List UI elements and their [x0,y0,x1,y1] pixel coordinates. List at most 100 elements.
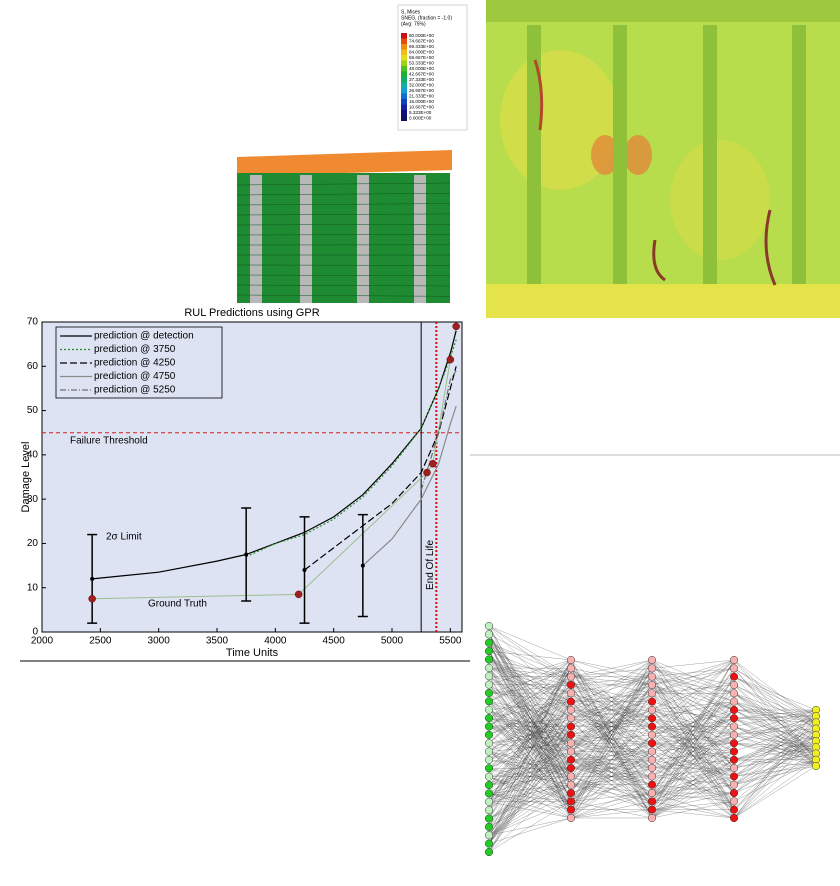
connection [734,668,816,716]
neuron [567,698,575,706]
neuron [730,681,738,689]
legend-label: 0.000E+00 [409,116,432,121]
neuron [485,815,493,823]
legend-label: 21.333E+00 [409,94,434,99]
neuron [567,723,575,731]
neuron [485,739,493,747]
neuron [485,656,493,664]
stiffener [613,25,627,285]
neuron [567,665,575,673]
neuron [648,665,656,673]
legend-swatch [401,55,407,61]
connection [571,710,652,818]
neuron [648,773,656,781]
error-center [90,577,94,581]
neuron [730,714,738,722]
legend-label: 48.000E+00 [409,66,434,71]
x-tick-label: 3000 [148,636,171,647]
legend-swatch [401,77,407,83]
neuron [730,723,738,731]
neuron [648,798,656,806]
connection [652,660,734,668]
legend-label: 64.000E+00 [409,50,434,55]
neuron [567,789,575,797]
neuron [730,756,738,764]
connection [734,760,816,818]
y-tick-label: 30 [27,494,39,505]
fea-photo [486,0,840,318]
neuron [567,681,575,689]
legend-title: (Avg: 75%) [401,21,426,27]
y-tick-label: 10 [27,582,39,593]
neuron [730,673,738,681]
connection [734,710,816,743]
legend-swatch [401,72,407,78]
connection [734,677,816,729]
neuron [648,673,656,681]
legend-label: prediction @ 5250 [94,385,176,396]
connection [652,685,734,693]
neuron [485,790,493,798]
error-center [303,568,307,572]
neuron [567,814,575,822]
x-axis-label: Time Units [226,647,279,659]
connection [734,685,816,729]
connection [489,818,571,844]
neuron [485,672,493,680]
neuron [567,756,575,764]
neuron [730,689,738,697]
flange [237,150,452,176]
legend-label: 42.667E+00 [409,72,434,77]
neuron [485,723,493,731]
neuron [485,706,493,714]
neural-network [485,622,820,856]
legend-swatch [401,66,407,72]
neuron [730,748,738,756]
neuron [648,714,656,722]
legend-label: 58.667E+00 [409,55,434,60]
neuron [485,639,493,647]
neuron [730,665,738,673]
x-tick-label: 2500 [89,636,112,647]
legend-swatch [401,88,407,94]
legend-label: 16.000E+00 [409,99,434,104]
neuron [648,781,656,789]
error-center [244,553,248,557]
connection [734,760,816,785]
neuron [648,748,656,756]
legend-label: prediction @ 3750 [94,344,176,355]
neuron [648,656,656,664]
legend-label: 53.333E+00 [409,61,434,66]
x-tick-label: 5500 [439,636,462,647]
connection [734,710,816,723]
neuron [730,781,738,789]
connection [489,702,571,852]
neuron [730,806,738,814]
ground-truth-point [447,356,454,363]
page: S, MisesSNEG, (fraction = -1.0)(Avg: 75%… [0,0,840,886]
legend-swatch [401,83,407,89]
y-tick-label: 0 [32,627,38,638]
neuron [730,731,738,739]
neuron [567,739,575,747]
legend-label: 26.667E+00 [409,88,434,93]
neuron [567,673,575,681]
ground-truth-point [424,469,431,476]
y-tick-label: 60 [27,361,39,372]
neuron [485,631,493,639]
legend-label: prediction @ detection [94,331,194,342]
neuron [485,731,493,739]
neuron [648,814,656,822]
neuron [485,681,493,689]
ground-truth-point [89,595,96,602]
base [486,284,840,318]
legend-swatch [401,39,407,45]
legend-swatch [401,94,407,100]
legend-label: 80.000E+00 [409,33,434,38]
x-tick-label: 5000 [381,636,404,647]
connection [571,668,652,768]
neuron [567,731,575,739]
connection [571,810,652,818]
x-tick-label: 3500 [206,636,229,647]
neuron [567,689,575,697]
